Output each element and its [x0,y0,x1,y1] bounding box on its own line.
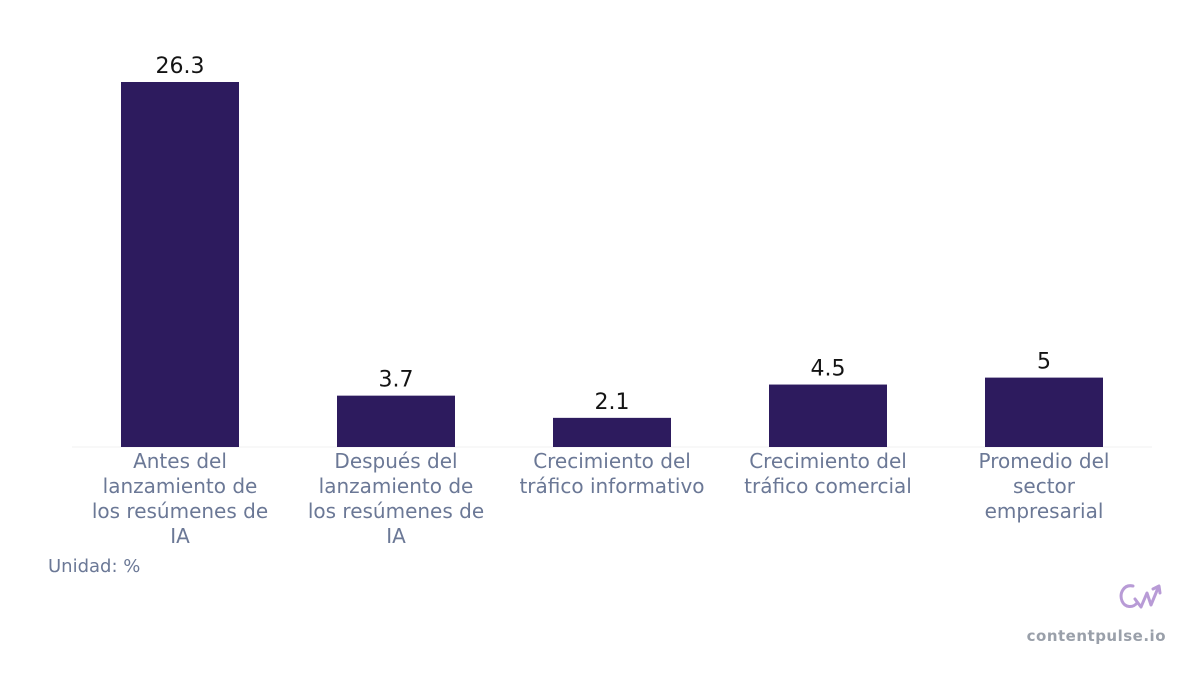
category-label-line: Crecimiento del [533,449,691,473]
brand-url: contentpulse.io [1026,627,1166,645]
bar-value-label-3: 2.1 [595,390,630,415]
category-label-line: Después del [334,449,457,473]
bar-value-label-4: 4.5 [811,357,846,382]
bars-layer [121,82,1103,447]
category-label-line: lanzamiento de [319,474,474,498]
category-label-line: IA [386,524,406,548]
category-label-5: Promedio del sector empresarial [979,449,1110,523]
bar-value-label-5: 5 [1037,350,1051,375]
contentpulse-logo-icon [1119,584,1162,609]
bar-value-label-2: 3.7 [379,368,414,393]
category-label-2: Después del lanzamiento de los resúmenes d… [308,449,484,548]
category-label-4: Crecimiento del tráfico comercial [744,449,912,498]
category-label-3: Crecimiento del tráfico informativo [519,449,704,498]
category-label-line: Antes del [133,449,227,473]
category-label-line: los resúmenes de [308,499,484,523]
category-label-line: Promedio del [979,449,1110,473]
category-label-line: tráfico comercial [744,474,912,498]
bar-3 [553,417,671,447]
bar-5 [985,377,1103,447]
category-label-line: tráfico informativo [519,474,704,498]
category-label-line: lanzamiento de [103,474,258,498]
bar-4 [769,384,887,447]
unit-note: Unidad: % [48,556,141,577]
category-label-line: Crecimiento del [749,449,907,473]
category-label-1: Antes del lanzamiento de los resúmenes de I… [92,449,268,548]
bar-value-label-1: 26.3 [156,54,205,79]
category-label-line: empresarial [985,499,1104,523]
category-label-line: sector [1013,474,1076,498]
bar-2 [337,395,455,447]
category-label-line: los resúmenes de [92,499,268,523]
category-label-line: IA [170,524,190,548]
bar-1 [121,82,239,447]
